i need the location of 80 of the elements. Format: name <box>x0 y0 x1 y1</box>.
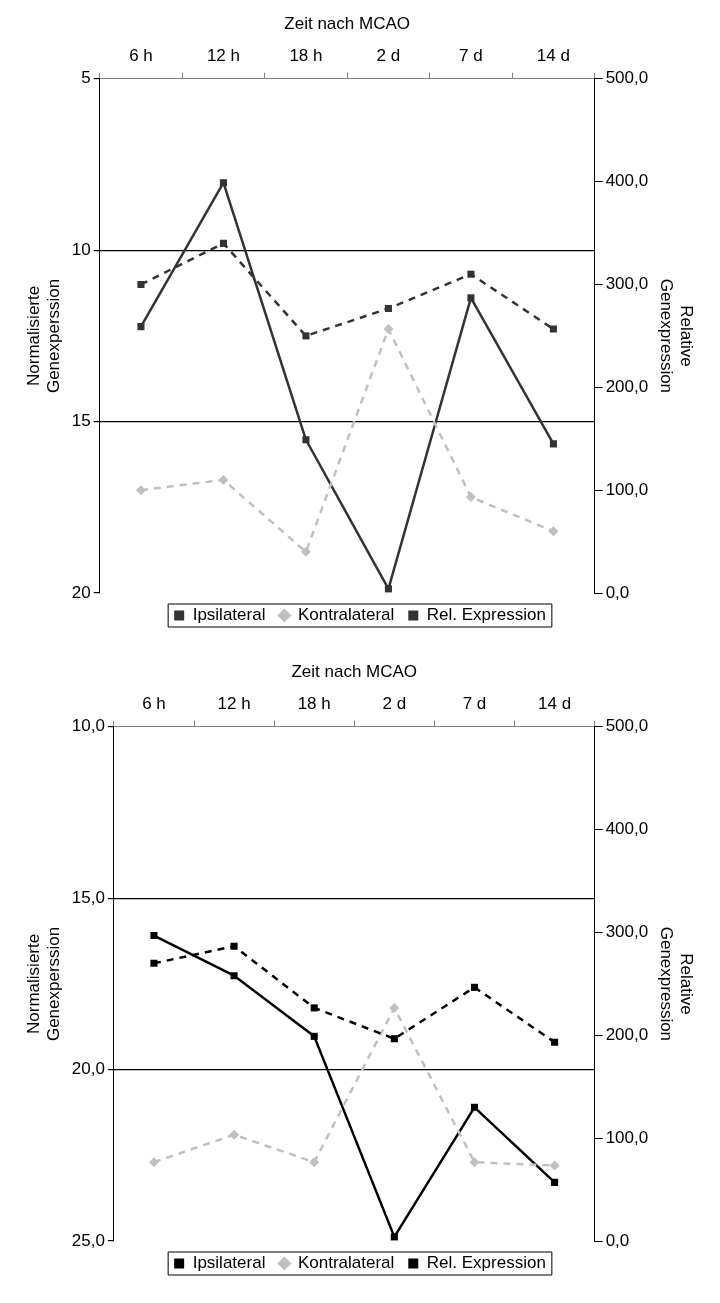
y-tick-label: 20,0 <box>71 1059 105 1079</box>
y-tick-label: 10,0 <box>71 716 105 736</box>
y-axis-title: Normalisierte Genexperssion <box>23 278 64 394</box>
legend-label: Ipsilateral <box>192 605 266 625</box>
y-tick-label: 20 <box>71 582 91 602</box>
point <box>549 325 557 333</box>
x-tick-label: 12 h <box>217 694 251 714</box>
y2-tick-label: 100,0 <box>605 479 649 499</box>
point <box>467 294 475 302</box>
point <box>302 436 310 444</box>
point <box>219 179 227 187</box>
y2-tick-label: 300,0 <box>605 922 649 942</box>
point <box>548 526 559 537</box>
y2-tick-label: 200,0 <box>605 377 649 397</box>
point <box>551 1038 559 1046</box>
x-axis-title: Zeit nach MCAO <box>284 13 411 33</box>
point <box>229 1129 240 1140</box>
point <box>551 1178 559 1186</box>
point <box>309 1157 320 1168</box>
point <box>389 1002 400 1013</box>
y-tick-label: 25,0 <box>71 1230 105 1250</box>
point <box>470 983 478 991</box>
point <box>218 474 229 485</box>
point <box>148 1157 159 1168</box>
x-tick-label: 7 d <box>459 46 483 66</box>
y2-tick-label: 0,0 <box>605 1230 630 1250</box>
point <box>549 440 557 448</box>
y2-tick-label: 400,0 <box>605 171 649 191</box>
y2-tick-label: 0,0 <box>605 582 630 602</box>
point <box>384 304 392 313</box>
point <box>390 1035 398 1043</box>
x-axis-title: Zeit nach MCAO <box>291 661 418 681</box>
point <box>135 485 146 496</box>
point <box>219 239 227 247</box>
point <box>150 959 158 967</box>
y-tick-label: 15 <box>71 411 91 431</box>
x-tick-label: 7 d <box>462 694 487 714</box>
y2-tick-label: 500,0 <box>605 68 649 88</box>
x-tick-label: 2 d <box>382 694 407 714</box>
y2-axis-title: Relative Genexpression <box>656 278 697 394</box>
y-tick-label: 15,0 <box>71 887 105 907</box>
y2-tick-label: 400,0 <box>605 819 649 839</box>
y2-tick-label: 300,0 <box>605 274 649 294</box>
point <box>390 1233 398 1241</box>
point <box>230 972 238 980</box>
x-tick-label: 18 h <box>297 694 331 714</box>
x-tick-label: 2 d <box>376 46 401 66</box>
point <box>230 942 238 950</box>
legend-label: Kontralateral <box>297 605 395 625</box>
point <box>310 1004 318 1012</box>
point <box>470 1103 478 1111</box>
x-tick-label: 14 d <box>538 694 572 714</box>
point <box>302 332 310 340</box>
y2-axis-title: Relative Genexpression <box>656 926 697 1042</box>
point <box>549 1160 560 1171</box>
legend-label: Rel. Expression <box>426 1253 546 1273</box>
point <box>383 324 394 335</box>
legend-label: Rel. Expression <box>426 605 546 625</box>
x-tick-label: 6 h <box>142 694 166 714</box>
point <box>137 323 145 331</box>
x-tick-label: 18 h <box>289 46 323 66</box>
point <box>310 1032 318 1040</box>
point <box>137 280 145 289</box>
point <box>150 932 158 940</box>
legend-label: Kontralateral <box>297 1253 395 1273</box>
y2-tick-label: 200,0 <box>605 1025 649 1045</box>
y2-tick-label: 100,0 <box>605 1127 649 1147</box>
x-tick-label: 6 h <box>129 46 153 66</box>
point <box>384 585 392 593</box>
point <box>465 492 476 503</box>
x-tick-label: 12 h <box>206 46 240 66</box>
y2-tick-label: 500,0 <box>605 716 649 736</box>
y-tick-label: 5 <box>81 68 91 88</box>
x-tick-label: 14 d <box>536 46 570 66</box>
legend-label: Ipsilateral <box>192 1253 266 1273</box>
y-tick-label: 10 <box>71 239 91 259</box>
point <box>469 1157 480 1168</box>
point <box>467 270 475 278</box>
point <box>300 546 311 557</box>
y-axis-title: Normalisierte Genexperssion <box>23 926 64 1042</box>
